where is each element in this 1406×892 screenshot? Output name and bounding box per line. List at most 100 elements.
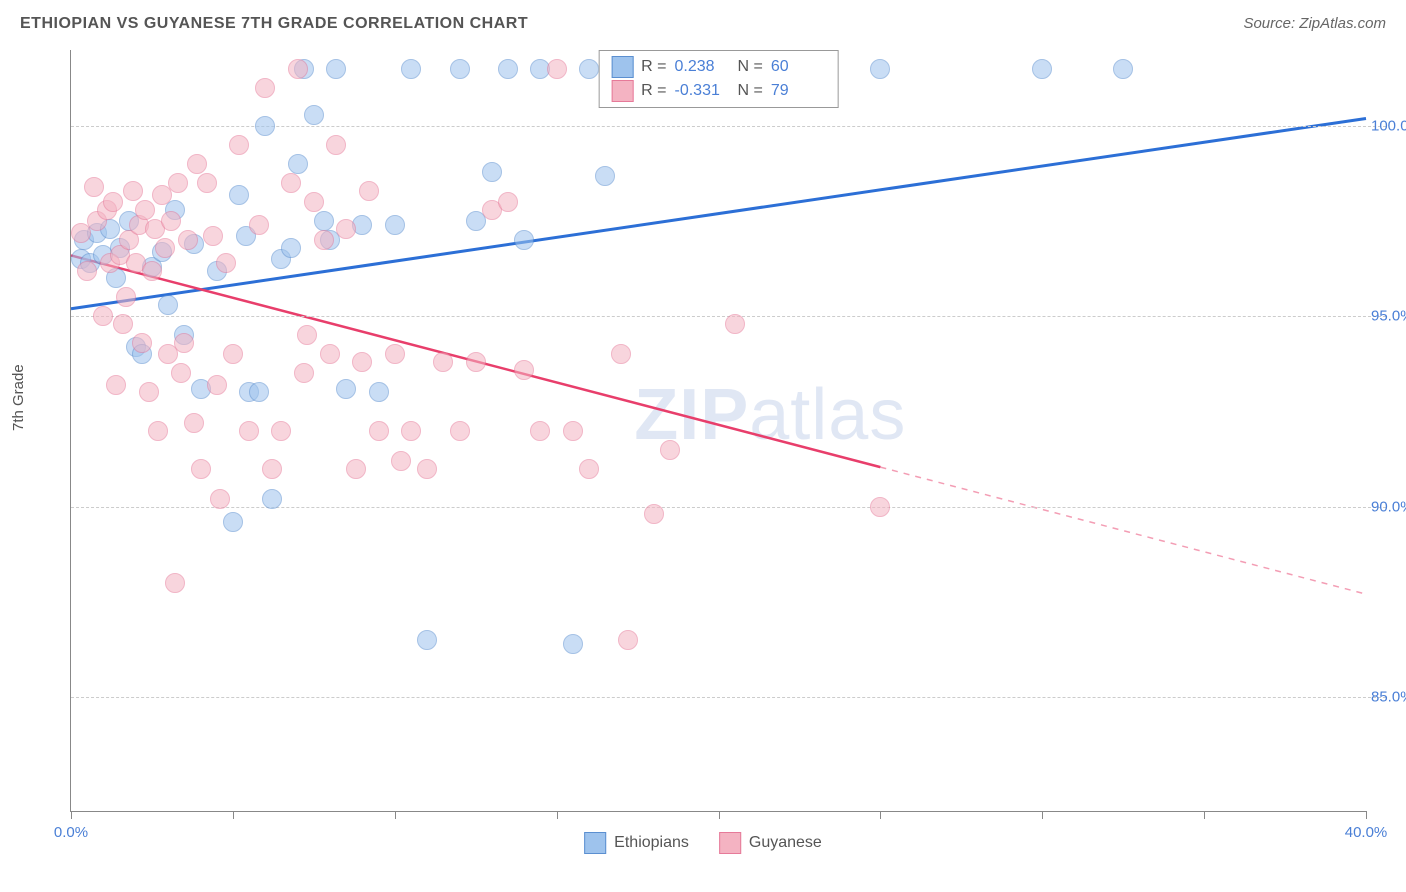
scatter-point bbox=[644, 504, 664, 524]
scatter-point bbox=[466, 352, 486, 372]
x-tick-label: 40.0% bbox=[1345, 824, 1388, 841]
scatter-point bbox=[135, 200, 155, 220]
scatter-point bbox=[123, 181, 143, 201]
plot-area: ZIPatlas R = 0.238 N = 60 R = -0.331 N =… bbox=[70, 50, 1366, 812]
scatter-point bbox=[433, 352, 453, 372]
scatter-point bbox=[530, 421, 550, 441]
scatter-point bbox=[391, 451, 411, 471]
source-label: Source: ZipAtlas.com bbox=[1243, 15, 1386, 32]
scatter-point bbox=[106, 375, 126, 395]
scatter-point bbox=[161, 211, 181, 231]
scatter-point bbox=[579, 59, 599, 79]
guyanese-swatch-icon bbox=[719, 832, 741, 854]
y-tick-label: 90.0% bbox=[1371, 498, 1406, 515]
x-tick bbox=[71, 811, 72, 819]
scatter-point bbox=[314, 211, 334, 231]
scatter-point bbox=[417, 630, 437, 650]
scatter-point bbox=[450, 59, 470, 79]
scatter-point bbox=[369, 382, 389, 402]
r-label: R = bbox=[641, 55, 666, 79]
trend-line bbox=[71, 118, 1366, 308]
legend-item-guyanese: Guyanese bbox=[719, 832, 822, 854]
scatter-point bbox=[262, 459, 282, 479]
x-tick bbox=[557, 811, 558, 819]
r-label: R = bbox=[641, 79, 666, 103]
scatter-point bbox=[595, 166, 615, 186]
scatter-point bbox=[171, 363, 191, 383]
scatter-point bbox=[158, 295, 178, 315]
scatter-point bbox=[579, 459, 599, 479]
scatter-point bbox=[139, 382, 159, 402]
scatter-point bbox=[304, 192, 324, 212]
scatter-point bbox=[618, 630, 638, 650]
trend-line-extrapolated bbox=[880, 467, 1366, 594]
scatter-point bbox=[346, 459, 366, 479]
y-axis-title: 7th Grade bbox=[10, 364, 27, 431]
scatter-point bbox=[249, 382, 269, 402]
scatter-point bbox=[514, 360, 534, 380]
guyanese-r-value: -0.331 bbox=[675, 79, 730, 103]
scatter-point bbox=[239, 421, 259, 441]
n-label: N = bbox=[738, 79, 763, 103]
scatter-point bbox=[326, 135, 346, 155]
scatter-point bbox=[547, 59, 567, 79]
stats-row-ethiopians: R = 0.238 N = 60 bbox=[611, 55, 826, 79]
scatter-point bbox=[103, 192, 123, 212]
x-tick-label: 0.0% bbox=[54, 824, 88, 841]
scatter-point bbox=[297, 325, 317, 345]
scatter-point bbox=[77, 261, 97, 281]
x-tick bbox=[880, 811, 881, 819]
scatter-point bbox=[514, 230, 534, 250]
ethiopians-swatch-icon bbox=[584, 832, 606, 854]
scatter-point bbox=[1032, 59, 1052, 79]
ethiopians-swatch-icon bbox=[611, 56, 633, 78]
legend-label: Ethiopians bbox=[614, 834, 689, 851]
guyanese-swatch-icon bbox=[611, 80, 633, 102]
scatter-point bbox=[401, 59, 421, 79]
scatter-point bbox=[84, 177, 104, 197]
scatter-point bbox=[660, 440, 680, 460]
scatter-point bbox=[178, 230, 198, 250]
scatter-point bbox=[165, 573, 185, 593]
x-tick bbox=[1204, 811, 1205, 819]
n-label: N = bbox=[738, 55, 763, 79]
y-tick-label: 100.0% bbox=[1371, 118, 1406, 135]
scatter-point bbox=[255, 116, 275, 136]
scatter-point bbox=[174, 333, 194, 353]
scatter-point bbox=[229, 135, 249, 155]
y-tick-label: 95.0% bbox=[1371, 308, 1406, 325]
scatter-point bbox=[223, 512, 243, 532]
scatter-point bbox=[281, 173, 301, 193]
scatter-point bbox=[352, 352, 372, 372]
scatter-point bbox=[482, 162, 502, 182]
scatter-point bbox=[132, 333, 152, 353]
chart-title: ETHIOPIAN VS GUYANESE 7TH GRADE CORRELAT… bbox=[20, 15, 528, 32]
ethiopians-n-value: 60 bbox=[771, 55, 826, 79]
scatter-point bbox=[563, 421, 583, 441]
scatter-point bbox=[385, 344, 405, 364]
x-tick bbox=[1366, 811, 1367, 819]
scatter-point bbox=[249, 215, 269, 235]
x-tick bbox=[1042, 811, 1043, 819]
scatter-point bbox=[288, 154, 308, 174]
scatter-point bbox=[191, 459, 211, 479]
scatter-point bbox=[450, 421, 470, 441]
scatter-point bbox=[229, 185, 249, 205]
x-tick bbox=[719, 811, 720, 819]
scatter-point bbox=[255, 78, 275, 98]
scatter-point bbox=[498, 59, 518, 79]
scatter-point bbox=[113, 314, 133, 334]
gridline bbox=[71, 697, 1386, 698]
scatter-point bbox=[320, 344, 340, 364]
stats-row-guyanese: R = -0.331 N = 79 bbox=[611, 79, 826, 103]
scatter-point bbox=[168, 173, 188, 193]
scatter-point bbox=[369, 421, 389, 441]
scatter-point bbox=[563, 634, 583, 654]
scatter-point bbox=[116, 287, 136, 307]
scatter-point bbox=[870, 59, 890, 79]
scatter-point bbox=[148, 421, 168, 441]
scatter-point bbox=[184, 413, 204, 433]
x-tick bbox=[233, 811, 234, 819]
scatter-point bbox=[216, 253, 236, 273]
scatter-point bbox=[385, 215, 405, 235]
